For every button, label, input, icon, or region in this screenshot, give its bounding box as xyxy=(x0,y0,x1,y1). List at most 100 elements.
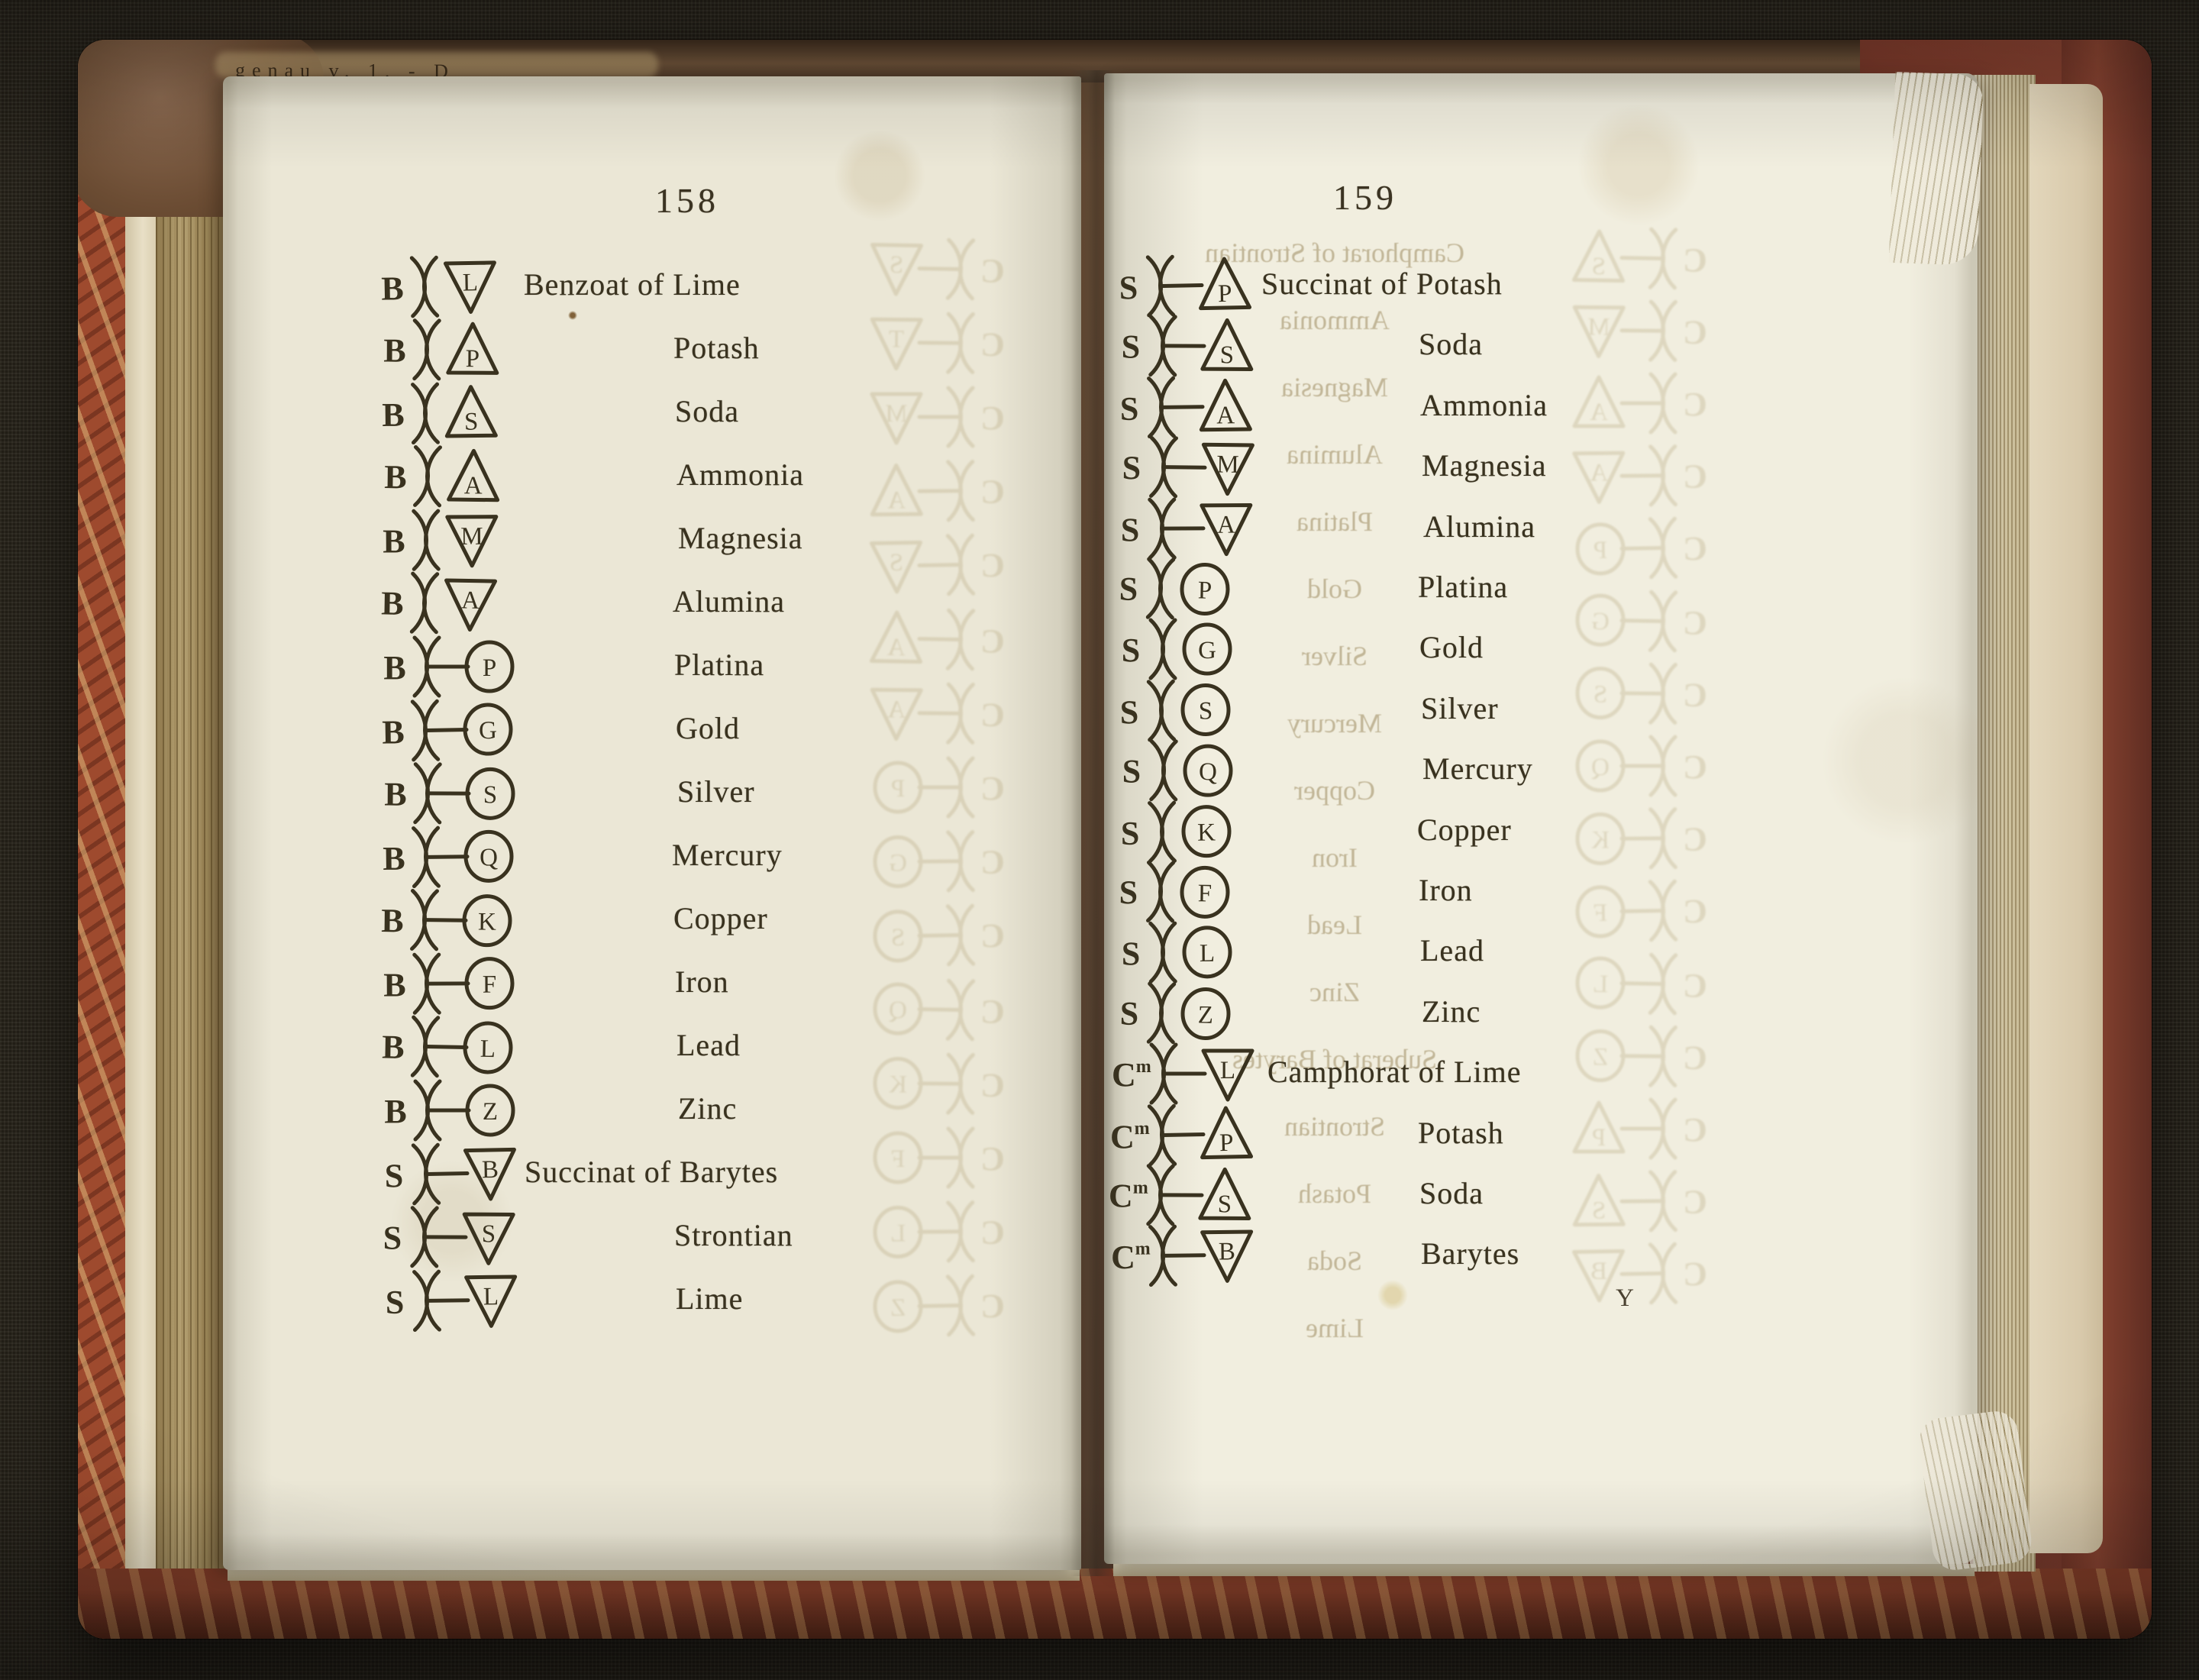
worn-binding-patch xyxy=(215,52,658,78)
bleed-through-symbol-icon: CF xyxy=(873,1126,1005,1189)
bleed-through-symbol-icon: CP xyxy=(1575,516,1707,580)
svg-text:K: K xyxy=(478,908,496,935)
svg-text:S: S xyxy=(1594,680,1608,708)
substance-label: Barytes xyxy=(1421,1236,1520,1271)
symbol-row: S P Succinat of Potash xyxy=(0,249,2199,322)
svg-text:S: S xyxy=(889,549,903,577)
symbol-row: S S Strontian xyxy=(0,1200,2199,1274)
substance-label: Alumina xyxy=(1423,509,1535,544)
svg-text:C: C xyxy=(980,1213,1005,1251)
substance-label: Platina xyxy=(1418,570,1509,604)
bleed-through-symbol-icon: CQ xyxy=(1575,735,1707,797)
svg-text:Q: Q xyxy=(889,997,908,1024)
svg-text:S: S xyxy=(1120,814,1139,851)
svg-text:L: L xyxy=(1220,1057,1235,1084)
bleed-through-symbol-icon: CP xyxy=(1572,1097,1707,1160)
symbol-row: S K Copper xyxy=(0,795,2199,868)
substance-label: Zinc xyxy=(678,1091,738,1126)
substance-label: Alumina xyxy=(673,584,785,619)
substance-label: Potash xyxy=(1418,1115,1504,1150)
substance-label: Lime xyxy=(676,1281,744,1316)
bleed-through-symbol-icon: CS xyxy=(1572,1170,1707,1233)
compound-symbol-icon: Cm L xyxy=(1112,1042,1254,1105)
substance-label: Strontian xyxy=(674,1218,793,1252)
svg-text:A: A xyxy=(1216,402,1235,429)
symbol-row: S L Lead xyxy=(0,916,2199,989)
substance-label: Copper xyxy=(673,901,768,935)
right-page xyxy=(1104,73,1978,1564)
svg-text:C: C xyxy=(980,696,1005,733)
svg-text:B: B xyxy=(1219,1239,1235,1266)
svg-text:A: A xyxy=(1217,511,1235,538)
svg-text:B: B xyxy=(1590,1258,1608,1285)
symbol-row: Cm S Soda xyxy=(0,1158,2199,1232)
symbol-row: S B Succinat of Barytes xyxy=(0,1137,2199,1210)
substance-label: Soda xyxy=(1419,327,1483,362)
bleed-through-symbol-icon: CZ xyxy=(1575,1025,1707,1087)
svg-text:K: K xyxy=(1197,819,1216,846)
svg-text:G: G xyxy=(1591,608,1610,635)
svg-text:P: P xyxy=(1218,280,1232,308)
symbol-row: B P Platina xyxy=(0,630,2199,703)
svg-text:A: A xyxy=(887,486,906,514)
symbol-row: B L Lead xyxy=(0,1010,2199,1084)
symbol-row: B M Magnesia xyxy=(0,503,2199,577)
gutter-shadow xyxy=(1070,70,1115,1576)
symbol-row: S M Magnesia xyxy=(0,431,2199,504)
svg-text:C: C xyxy=(980,1287,1006,1325)
svg-text:C: C xyxy=(1683,604,1708,642)
compound-symbol-icon: Cm P xyxy=(1110,1103,1254,1166)
svg-text:Cm: Cm xyxy=(1110,1117,1151,1155)
symbol-row: S Q Mercury xyxy=(0,734,2199,807)
svg-text:C: C xyxy=(980,252,1006,290)
substance-label: Soda xyxy=(1419,1176,1484,1210)
symbol-row: S L Lime xyxy=(0,1264,2199,1337)
symbol-row: Cm L Camphorat of Lime xyxy=(0,1037,2199,1110)
substance-label: Iron xyxy=(1419,873,1473,907)
svg-text:B: B xyxy=(382,396,405,434)
bleed-through-symbol-icon: CG xyxy=(1575,590,1708,653)
svg-text:G: G xyxy=(479,717,497,745)
substance-label: Potash xyxy=(673,331,760,365)
left-endpaper-edge xyxy=(125,63,160,1590)
left-page xyxy=(223,76,1081,1570)
compound-symbol-icon: Cm S xyxy=(1109,1164,1251,1226)
bleed-through-symbol-icon: CK xyxy=(1575,807,1707,870)
symbol-row: B F Iron xyxy=(0,947,2199,1020)
substance-label: Magnesia xyxy=(1422,448,1547,483)
substance-label: Magnesia xyxy=(678,521,803,555)
svg-text:A: A xyxy=(1590,459,1608,486)
substance-label: Gold xyxy=(676,711,740,745)
right-page-sheet-edges xyxy=(1113,1564,1975,1576)
substance-label: Ammonia xyxy=(1420,387,1548,422)
signature-mark: Y xyxy=(1616,1284,1634,1312)
bleed-through-symbol-icon: CZ xyxy=(873,1274,1006,1337)
svg-text:F: F xyxy=(891,1145,905,1173)
svg-text:S: S xyxy=(1218,1191,1232,1218)
svg-text:C: C xyxy=(980,622,1006,661)
symbol-row: S A Ammonia xyxy=(0,370,2199,444)
svg-text:S: S xyxy=(1119,390,1138,428)
svg-text:F: F xyxy=(1594,900,1608,927)
right-endpaper xyxy=(2029,84,2103,1553)
svg-text:M: M xyxy=(1587,313,1610,341)
